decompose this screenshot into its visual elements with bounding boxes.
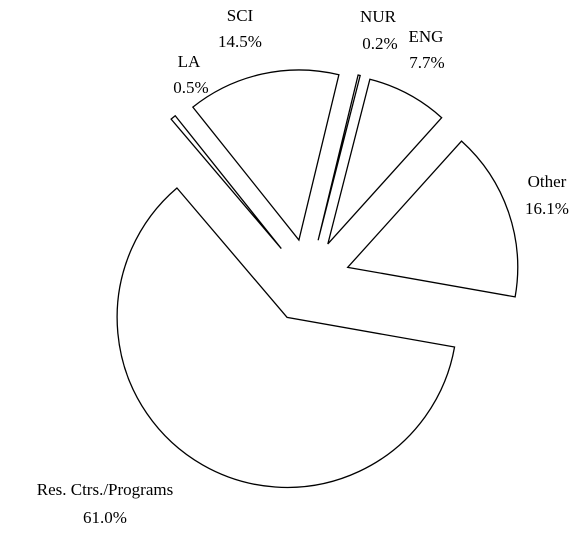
slice-value-label: 61.0%	[83, 508, 127, 527]
slice-value-label: 14.5%	[218, 32, 262, 51]
slice-label: Other	[528, 172, 567, 191]
slice-value-label: 7.7%	[409, 53, 444, 72]
slice-value-label: 0.2%	[362, 34, 397, 53]
pie-slice	[191, 69, 340, 242]
slice-label: Res. Ctrs./Programs	[37, 480, 173, 499]
pie-slice	[116, 187, 456, 489]
pie-slice	[327, 78, 443, 245]
pie-slice	[170, 114, 282, 250]
slice-label: SCI	[227, 6, 254, 25]
pie-slice	[317, 74, 361, 241]
slice-value-label: 0.5%	[173, 78, 208, 97]
slice-value-label: 16.1%	[525, 199, 569, 218]
slice-label: ENG	[409, 27, 444, 46]
slice-label: LA	[178, 52, 201, 71]
pie-slice	[346, 140, 519, 298]
slice-label: NUR	[360, 7, 397, 26]
